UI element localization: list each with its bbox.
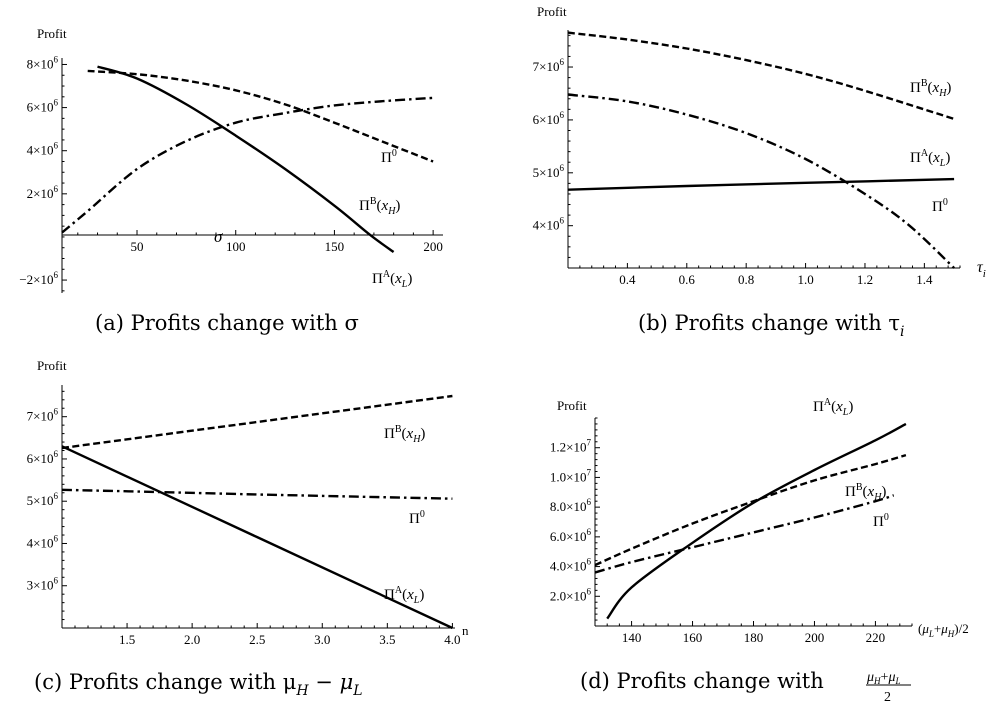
y-tick-label: 4×106 (27, 141, 59, 158)
x-tick-label: 1.0 (797, 272, 813, 287)
y-tick-label: 2.0×106 (550, 586, 592, 603)
panel-c: Profit 3×106 4×106 5×106 6×106 7×106 1.5 2.0 2.… (27, 358, 469, 699)
y-tick-label: 8.0×106 (550, 497, 592, 514)
panel-d-caption-fraction: μH+μL 2 (866, 670, 911, 705)
x-tick-label: 1.4 (916, 272, 933, 287)
series-line-solid (567, 177, 955, 191)
panel-b-label-pi0: Π0 (932, 197, 948, 215)
panel-b-axes: 4×106 5×106 6×106 7×106 0.4 0.6 0.8 1.0 1.2 1.4 (533, 30, 961, 287)
panel-b-label-piB: ΠB(xH) (910, 78, 951, 99)
y-tick-label: 6.0×106 (550, 527, 592, 544)
panel-d-label-piB: ΠB(xH) (845, 482, 886, 503)
y-tick-label: 5×106 (533, 163, 565, 180)
y-tick-label: 4×106 (27, 533, 59, 550)
x-tick-label: 160 (683, 630, 703, 645)
svg-text:μH+μL: μH+μL (866, 670, 900, 686)
x-tick-label: 200 (423, 239, 443, 254)
panel-a-ylabel: Profit (37, 26, 67, 41)
y-tick-label: 8×106 (27, 54, 59, 71)
x-tick-label: 180 (744, 630, 764, 645)
x-tick-label: 220 (866, 630, 886, 645)
series-line-solid (606, 422, 907, 620)
series-line-dashed (567, 31, 955, 121)
series-line-solid (97, 65, 395, 253)
panel-a-label-piB: ΠB(xH) (359, 196, 400, 217)
panel-c-label-pi0: Π0 (409, 509, 425, 527)
y-tick-label: 1.2×107 (550, 438, 592, 455)
panel-a-axes: −2×106 2×106 4×106 6×106 8×106 50 100 150 200 (19, 54, 443, 293)
svg-text:2: 2 (884, 690, 891, 705)
panel-d-curves (594, 422, 907, 620)
panel-d-label-pi0: Π0 (873, 512, 889, 530)
series-line-solid (61, 445, 453, 630)
y-tick-label: 5×106 (27, 491, 59, 508)
x-tick-label: 3.0 (314, 632, 330, 647)
y-tick-label: 3×106 (27, 576, 59, 593)
x-tick-label: 200 (805, 630, 825, 645)
series-line-dashdot (61, 96, 434, 234)
x-tick-label: 4.0 (444, 632, 460, 647)
series-line-dashdot (567, 93, 955, 269)
series-line-dashdot (61, 488, 453, 500)
x-tick-label: 150 (325, 239, 345, 254)
y-tick-label: 6×106 (533, 110, 565, 127)
panel-b-ylabel: Profit (537, 4, 567, 19)
panel-c-caption: (c) Profits change with μH − μL (34, 670, 363, 699)
panel-c-xlabel: n (462, 623, 469, 638)
y-tick-label: 6×106 (27, 98, 59, 115)
x-tick-label: 50 (131, 239, 144, 254)
panel-b-curves (567, 31, 955, 269)
x-tick-label: 3.5 (379, 632, 395, 647)
panel-a-caption: (a) Profits change with σ (95, 311, 359, 335)
panel-b-caption: (b) Profits change with τi (638, 311, 905, 340)
x-tick-label: 2.5 (249, 632, 265, 647)
panel-d-xlabel: (μL+μH)/2 (918, 621, 969, 639)
panel-b: Profit 4×106 5×106 6×106 7×106 0.4 0.6 0.8 1.0 1… (533, 4, 986, 340)
series-line-dashed (61, 394, 453, 450)
panel-a-xlabel: σ (214, 227, 223, 246)
panel-c-ylabel: Profit (37, 358, 67, 373)
panel-c-label-piB: ΠB(xH) (384, 424, 425, 445)
panel-a-label-pi0: Π0 (381, 148, 397, 166)
x-tick-label: 0.6 (679, 272, 696, 287)
series-line-dashed (594, 453, 907, 567)
series-line-dashdot (594, 494, 895, 574)
y-tick-label: 4×106 (533, 216, 565, 233)
x-tick-label: 1.2 (857, 272, 873, 287)
y-tick-label: 4.0×106 (550, 557, 592, 574)
x-tick-label: 0.4 (619, 272, 636, 287)
y-tick-label: −2×106 (19, 270, 58, 287)
series-line-dashed (87, 69, 434, 163)
y-tick-label: 2×106 (27, 184, 59, 201)
panel-c-curves (61, 394, 453, 630)
panel-a-curves (61, 65, 434, 253)
panel-a-label-piA: ΠA(xL) (372, 269, 412, 290)
x-tick-label: 0.8 (738, 272, 754, 287)
panel-d: Profit 2.0×106 4.0×106 6.0×106 8.0×106 1.0×1… (550, 397, 969, 705)
panel-c-label-piA: ΠA(xL) (384, 585, 424, 606)
x-tick-label: 1.5 (119, 632, 135, 647)
panel-b-label-piA: ΠA(xL) (910, 148, 950, 169)
x-tick-label: 2.0 (184, 632, 200, 647)
panel-d-caption: (d) Profits change with (580, 669, 824, 693)
x-tick-label: 100 (226, 239, 246, 254)
y-tick-label: 7×106 (27, 407, 59, 424)
panel-d-ylabel: Profit (557, 398, 587, 413)
panel-d-axes: 2.0×106 4.0×106 6.0×106 8.0×106 1.0×107 1.2×1… (550, 417, 913, 645)
y-tick-label: 1.0×107 (550, 467, 592, 484)
x-tick-label: 140 (622, 630, 642, 645)
panel-b-xlabel: τi (977, 259, 986, 280)
panel-c-axes: 3×106 4×106 5×106 6×106 7×106 1.5 2.0 2.5 3.0 3.5… (27, 385, 461, 647)
y-tick-label: 6×106 (27, 449, 59, 466)
y-tick-label: 7×106 (533, 57, 565, 74)
panel-a: Profit −2×106 2×106 4×106 6×106 8×106 50 100 15… (19, 26, 443, 335)
panel-d-label-piA: ΠA(xL) (813, 397, 853, 418)
